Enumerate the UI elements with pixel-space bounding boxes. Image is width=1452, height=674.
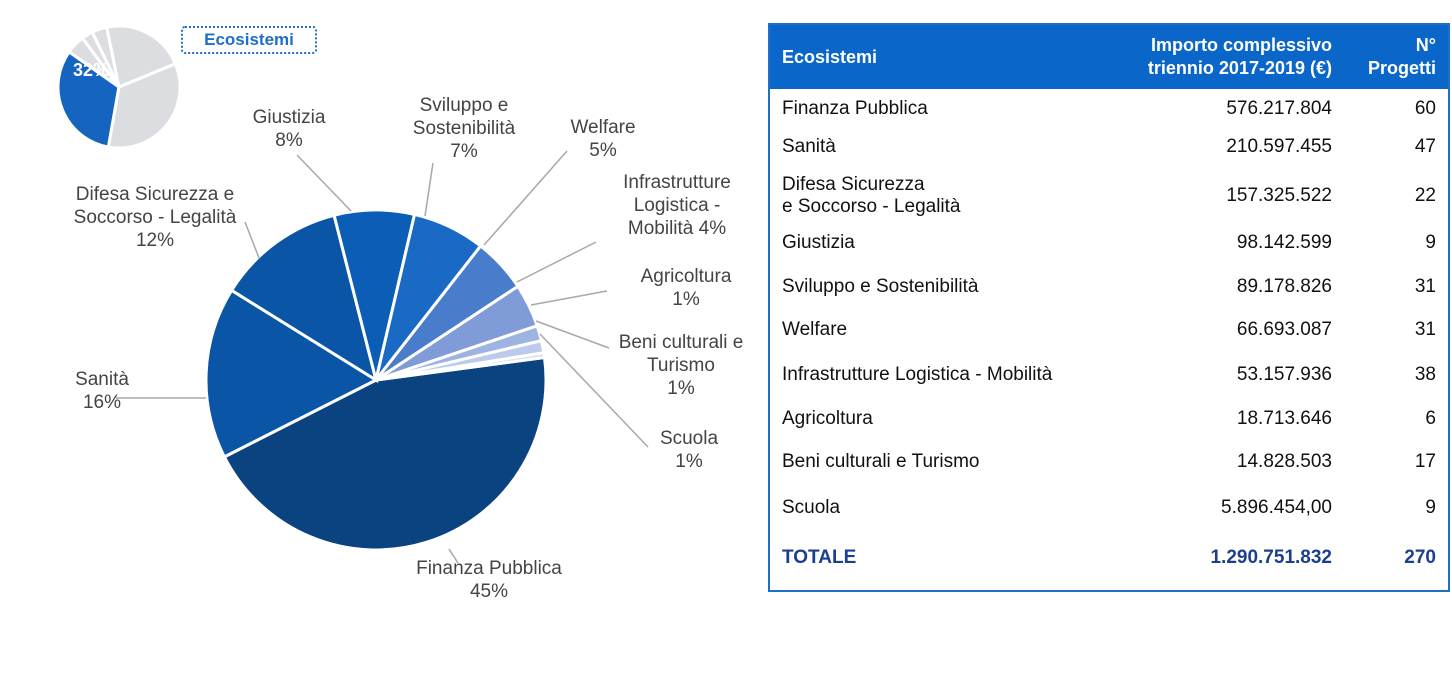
cell-ecosistema: Scuola bbox=[782, 496, 841, 518]
leader-line-beni-culturali-e-turismo bbox=[535, 320, 610, 349]
header-importo: Importo complessivo triennio 2017-2019 (€… bbox=[1147, 35, 1332, 78]
table-total-row: TOTALE 1.290.751.832 270 bbox=[770, 527, 1448, 589]
total-label: TOTALE bbox=[782, 547, 857, 568]
slice-label-sviluppo-e-sostenibilita: Sviluppo e Sostenibilità 7% bbox=[413, 95, 516, 162]
leader-line-scuola bbox=[539, 333, 649, 448]
cell-importo: 157.325.522 bbox=[1226, 184, 1332, 206]
cell-ecosistema: Difesa Sicurezza e Soccorso - Legalità bbox=[782, 173, 961, 217]
chart-area: Finanza Pubblica 45% Sanità 16% Difesa Sicur… bbox=[56, 24, 744, 602]
cell-progetti: 31 bbox=[1414, 319, 1436, 340]
cell-ecosistema: Giustizia bbox=[782, 232, 855, 253]
slice-label-finanza-pubblica: Finanza Pubblica 45% bbox=[416, 558, 562, 602]
pie-slice-difesa-sicurezza-e-soccorso-legalita bbox=[229, 213, 379, 384]
mini-pie-slice bbox=[104, 24, 178, 90]
cell-progetti: 31 bbox=[1414, 275, 1436, 297]
cell-ecosistema: Finanza Pubblica bbox=[782, 97, 928, 119]
cell-progetti: 9 bbox=[1425, 232, 1436, 253]
total-progetti: 270 bbox=[1404, 547, 1436, 568]
cell-ecosistema: Infrastrutture Logistica - Mobilità bbox=[782, 363, 1053, 385]
table-row: Scuola 5.896.454,00 9 bbox=[770, 488, 1448, 527]
table-row: Sviluppo e Sostenibilità 89.178.826 31 bbox=[770, 261, 1448, 312]
leader-line-welfare bbox=[483, 150, 568, 246]
table-row: Finanza Pubblica 576.217.804 60 bbox=[770, 89, 1448, 128]
slice-label-difesa-sicurezza-e-soccorso-legalita: Difesa Sicurezza e Soccorso - Legalità 12% bbox=[74, 184, 237, 251]
table-body: Finanza Pubblica 576.217.804 60 Sanità 210.5… bbox=[770, 89, 1448, 589]
mini-pie-highlight-slice bbox=[56, 49, 121, 149]
total-importo: 1.290.751.832 bbox=[1210, 547, 1332, 568]
cell-progetti: 9 bbox=[1425, 496, 1436, 518]
header-ecosistemi: Ecosistemi bbox=[782, 46, 878, 67]
cell-importo: 210.597.455 bbox=[1226, 136, 1332, 157]
pie-slice-sanita bbox=[204, 288, 380, 459]
cell-importo: 18.713.646 bbox=[1236, 407, 1332, 429]
cell-progetti: 17 bbox=[1414, 451, 1436, 472]
table-row: Beni culturali e Turismo 14.828.503 17 bbox=[770, 436, 1448, 488]
cell-importo: 14.828.503 bbox=[1236, 451, 1332, 472]
table-row: Infrastrutture Logistica - Mobilità 53.15… bbox=[770, 348, 1448, 401]
cell-progetti: 47 bbox=[1414, 136, 1436, 157]
slice-label-scuola: Scuola 1% bbox=[660, 428, 719, 472]
table-row: Agricoltura 18.713.646 6 bbox=[770, 401, 1448, 436]
cell-importo: 5.896.454,00 bbox=[1221, 496, 1332, 518]
leader-line-infrastrutture-logistica-mobilita bbox=[516, 241, 597, 283]
cell-ecosistema: Beni culturali e Turismo bbox=[782, 451, 980, 472]
table-row: Sanità 210.597.455 47 bbox=[770, 128, 1448, 166]
cell-importo: 98.142.599 bbox=[1236, 232, 1332, 253]
pie-chart: Finanza Pubblica 45% Sanità 16% Difesa Sicur… bbox=[56, 24, 744, 602]
leader-line-agricoltura bbox=[530, 290, 608, 306]
pie-slice-finanza-pubblica bbox=[222, 355, 548, 552]
cell-ecosistema: Welfare bbox=[782, 319, 848, 340]
cell-ecosistema: Agricoltura bbox=[782, 407, 873, 429]
slice-label-welfare: Welfare 5% bbox=[570, 117, 635, 161]
pie-slice-scuola bbox=[375, 350, 547, 382]
leader-line-sviluppo-e-sostenibilita bbox=[424, 162, 434, 217]
cell-ecosistema: Sanità bbox=[782, 136, 836, 157]
ecosistemi-table: Ecosistemi Importo complessivo triennio 2… bbox=[770, 25, 1448, 589]
slice-label-agricoltura: Agricoltura 1% bbox=[641, 266, 732, 310]
leader-line-giustizia bbox=[296, 154, 352, 212]
table-row: Welfare 66.693.087 31 bbox=[770, 312, 1448, 348]
slice-label-infrastrutture-logistica-mobilita: Infrastrutture Logistica -Mobilità 4% bbox=[623, 172, 731, 239]
leader-line-finanza-pubblica bbox=[448, 548, 459, 564]
cell-progetti: 38 bbox=[1414, 363, 1436, 385]
table-row: Difesa Sicurezza e Soccorso - Legalità 157… bbox=[770, 166, 1448, 225]
cell-importo: 576.217.804 bbox=[1226, 97, 1332, 119]
leader-line-difesa-sicurezza-e-soccorso-legalita bbox=[244, 221, 260, 259]
slice-label-beni-culturali-e-turismo: Beni culturali e Turismo 1% bbox=[619, 332, 744, 399]
ecosistemi-badge: Ecosistemi bbox=[181, 26, 317, 54]
cell-importo: 53.157.936 bbox=[1236, 363, 1332, 385]
table-header-row: Ecosistemi Importo complessivo triennio 2… bbox=[770, 25, 1448, 89]
cell-importo: 66.693.087 bbox=[1236, 319, 1332, 340]
slice-label-giustizia: Giustizia 8% bbox=[253, 107, 326, 151]
mini-pie-slice bbox=[106, 61, 182, 150]
table-row: Giustizia 98.142.599 9 bbox=[770, 225, 1448, 261]
cell-importo: 89.178.826 bbox=[1236, 275, 1332, 297]
cell-progetti: 6 bbox=[1425, 407, 1436, 429]
slice-label-sanita: Sanità 16% bbox=[75, 369, 129, 413]
cell-ecosistema: Sviluppo e Sostenibilità bbox=[782, 275, 979, 297]
mini-pie-highlight-label: 32% bbox=[73, 60, 109, 80]
cell-progetti: 22 bbox=[1414, 184, 1436, 206]
header-progetti: N° Progetti bbox=[1367, 35, 1436, 78]
cell-progetti: 60 bbox=[1414, 97, 1436, 119]
ecosistemi-table-panel: Ecosistemi Importo complessivo triennio 2… bbox=[768, 23, 1450, 592]
